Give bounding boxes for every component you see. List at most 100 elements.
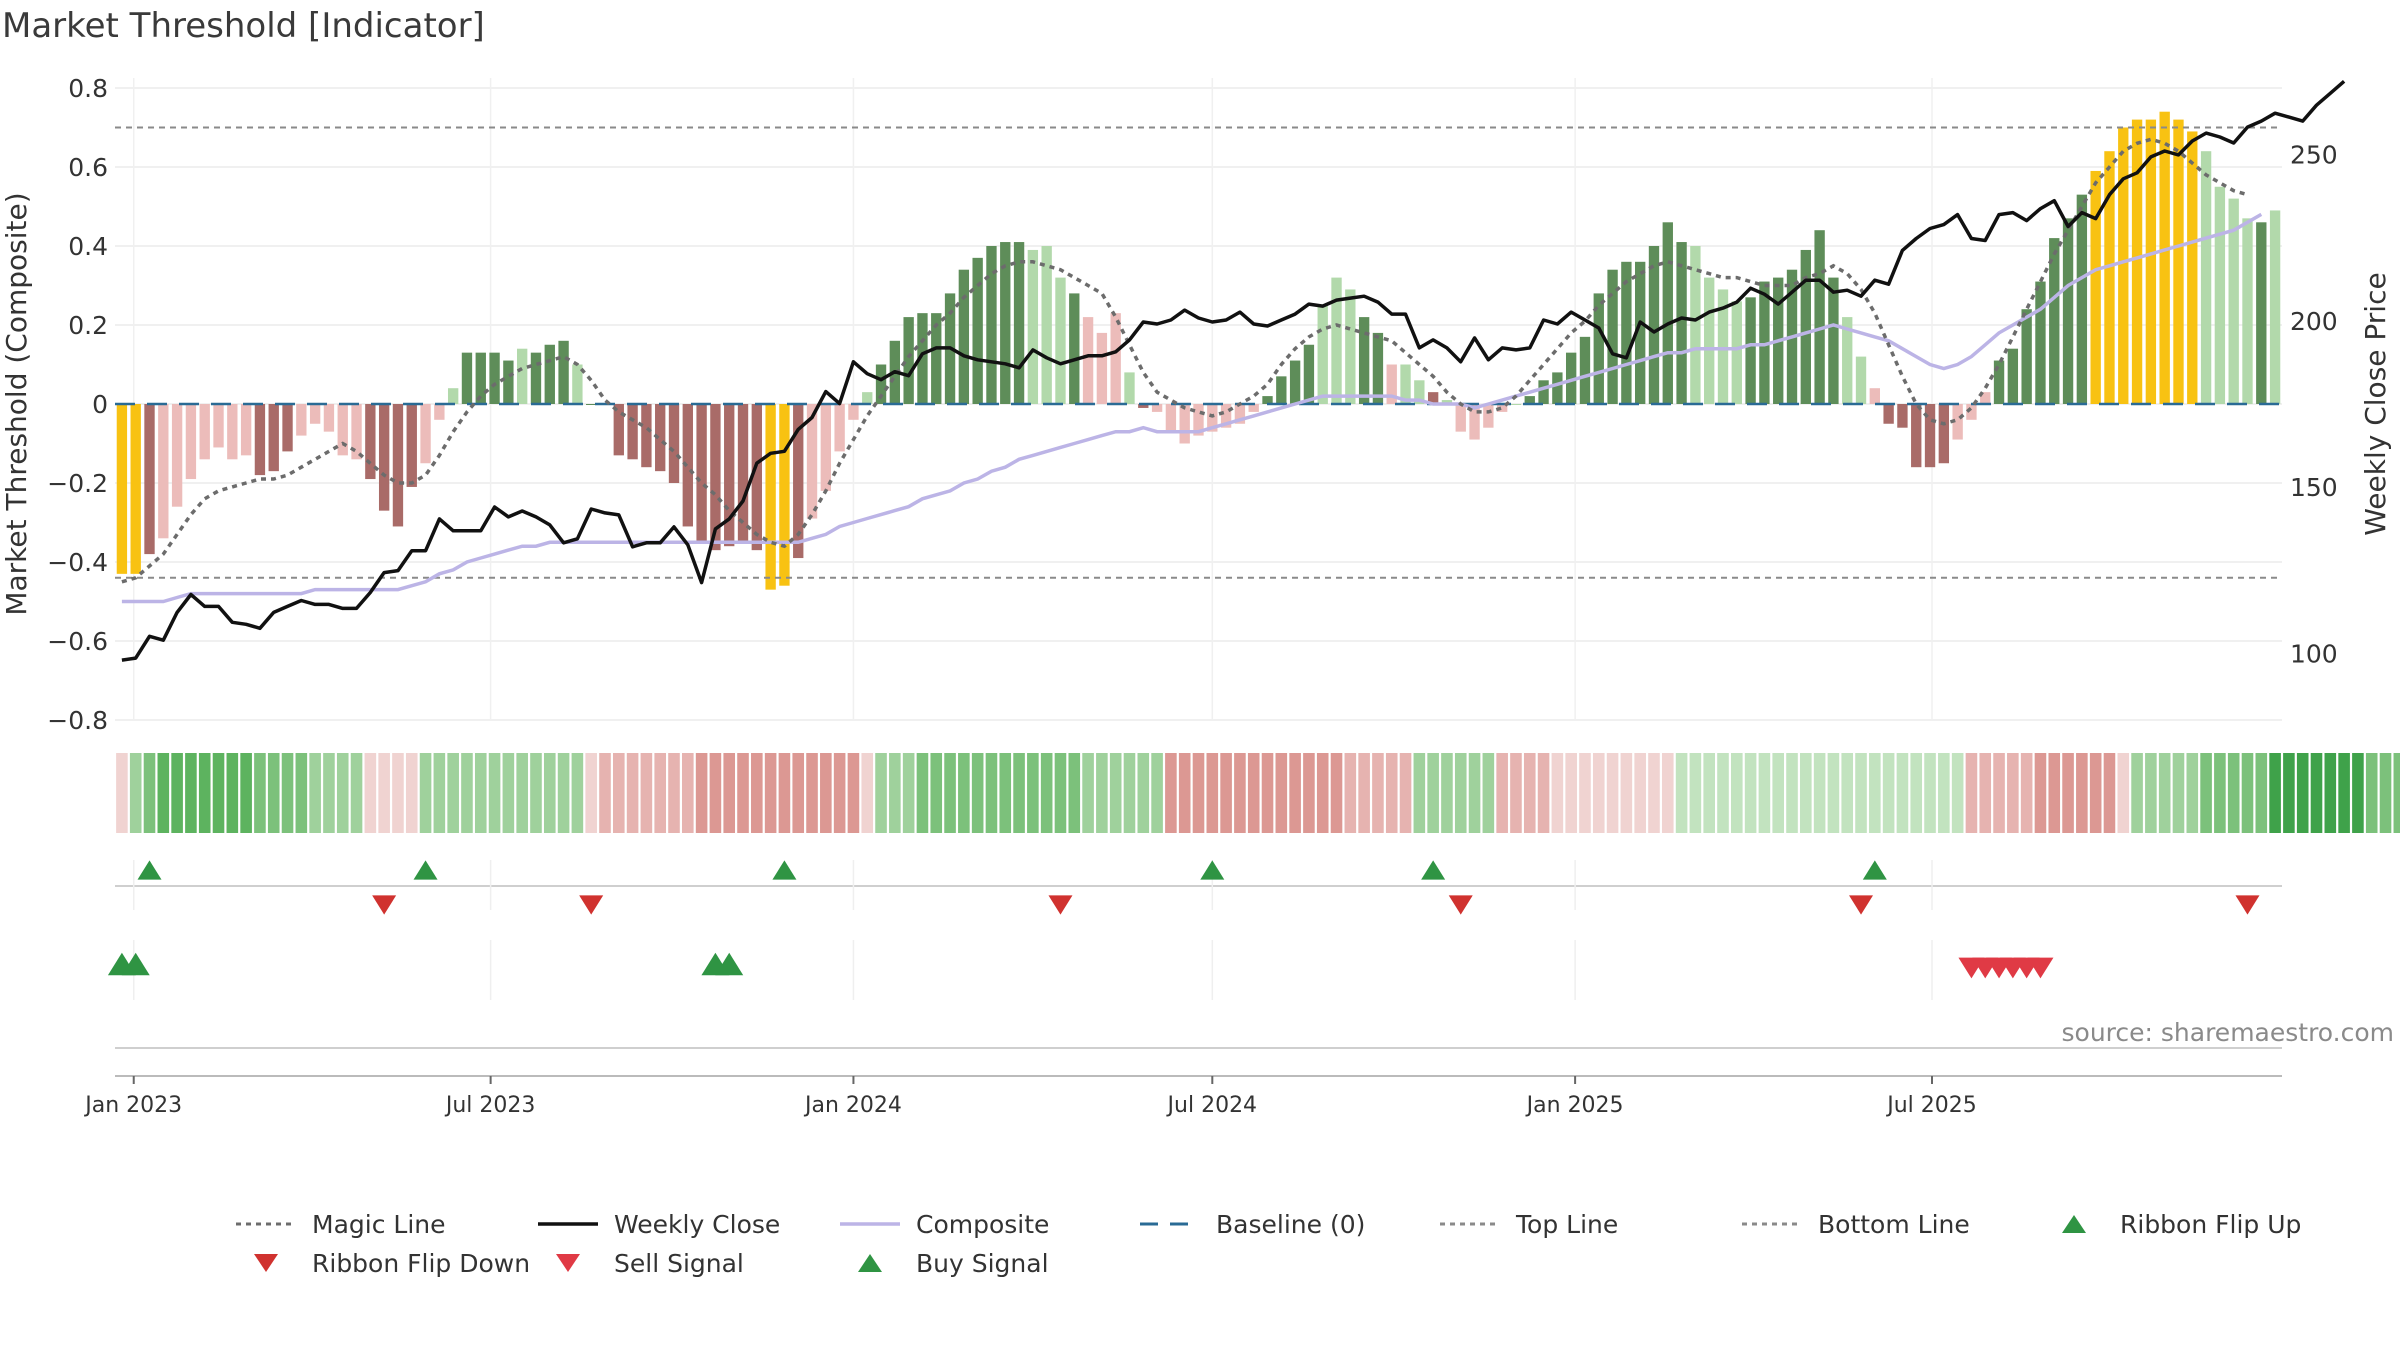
ribbon-cell bbox=[2158, 753, 2171, 833]
ribbon-cell bbox=[2283, 753, 2295, 833]
ribbon-cell bbox=[433, 753, 446, 833]
composite-bar bbox=[1331, 277, 1342, 404]
legend-swatch bbox=[858, 1254, 882, 1272]
ribbon-cell bbox=[2020, 753, 2033, 833]
composite-bar bbox=[1082, 317, 1094, 404]
legend-item: Ribbon Flip Up bbox=[2042, 1205, 2301, 1243]
composite-bar bbox=[1455, 404, 1466, 432]
composite-line bbox=[121, 212, 2263, 604]
composite-bar bbox=[848, 404, 859, 420]
ribbon-cell bbox=[1510, 753, 1522, 833]
composite-bar bbox=[2035, 281, 2046, 404]
composite-bar bbox=[2118, 127, 2129, 404]
composite-bar bbox=[2090, 170, 2101, 404]
composite-bar bbox=[1565, 352, 1577, 404]
legend-label: Bottom Line bbox=[1818, 1209, 1970, 1239]
ribbon-cell bbox=[640, 753, 653, 833]
legend-item: Top Line bbox=[1438, 1205, 1618, 1243]
ribbon-cell bbox=[2310, 753, 2323, 833]
ribbon-cell bbox=[1082, 753, 1094, 833]
ribbon-cell bbox=[2131, 753, 2143, 833]
composite-bar bbox=[1717, 289, 1729, 404]
x-tick-label: Jan 2023 bbox=[83, 1093, 182, 1118]
legend-item: Weekly Close bbox=[536, 1205, 780, 1243]
ribbon-cell bbox=[1648, 753, 1660, 833]
ribbon-cell bbox=[364, 753, 377, 833]
ribbon-cell bbox=[1054, 753, 1067, 833]
composite-bar bbox=[1800, 249, 1811, 404]
ribbon-cell bbox=[543, 753, 556, 833]
composite-bar bbox=[1814, 230, 1825, 404]
ribbon-cell bbox=[1565, 753, 1577, 833]
composite-bar bbox=[572, 364, 583, 404]
ribbon-cell bbox=[985, 753, 998, 833]
ribbon-cell bbox=[336, 753, 349, 833]
composite-bar bbox=[2242, 218, 2253, 404]
composite-bar bbox=[834, 404, 845, 452]
ribbon-cell bbox=[1592, 753, 1605, 833]
ribbon-flip-down-marker bbox=[2235, 895, 2260, 915]
composite-bar bbox=[1303, 344, 1315, 404]
ribbon-cell bbox=[2200, 753, 2212, 833]
composite-bar bbox=[199, 404, 210, 460]
x-tick-label: Jul 2024 bbox=[1166, 1093, 1258, 1118]
composite-bar bbox=[2062, 218, 2074, 404]
composite-bar bbox=[1055, 277, 1066, 404]
composite-bar bbox=[489, 352, 500, 404]
composite-bar bbox=[986, 246, 997, 404]
ribbon-cell bbox=[405, 753, 418, 833]
chart-title: Market Threshold [Indicator] bbox=[2, 6, 485, 46]
composite-bar bbox=[392, 404, 404, 527]
composite-bar bbox=[254, 404, 266, 476]
ribbon-cell bbox=[2241, 753, 2254, 833]
ribbon-cell bbox=[1192, 753, 1205, 833]
ribbon-cell bbox=[571, 753, 584, 833]
legend-label: Baseline (0) bbox=[1216, 1209, 1366, 1239]
ribbon-cell bbox=[516, 753, 528, 833]
ribbon-flip-down-marker bbox=[372, 895, 397, 915]
composite-bar bbox=[627, 404, 638, 460]
composite-bar bbox=[2049, 238, 2060, 404]
ribbon-cell bbox=[530, 753, 542, 833]
ribbon-cell bbox=[806, 753, 818, 833]
legend-label: Sell Signal bbox=[614, 1248, 744, 1278]
composite-bar bbox=[144, 404, 155, 555]
composite-bar bbox=[1621, 261, 1632, 404]
ribbon-cell bbox=[1316, 753, 1329, 833]
ribbon-cell bbox=[1924, 753, 1936, 833]
ribbon-cell bbox=[1689, 753, 1702, 833]
composite-bar bbox=[1013, 242, 1025, 404]
ribbon-cell bbox=[1441, 753, 1453, 833]
ribbon-cell bbox=[488, 753, 501, 833]
composite-bar bbox=[1207, 404, 1218, 432]
ribbon-cell bbox=[1661, 753, 1674, 833]
composite-bar bbox=[2076, 194, 2088, 404]
composite-bar bbox=[1524, 396, 1535, 404]
ribbon-cell bbox=[1855, 753, 1867, 833]
composite-bar bbox=[2145, 119, 2157, 404]
y-tick-label: 0 bbox=[92, 390, 108, 419]
composite-bar bbox=[1234, 404, 1246, 424]
composite-bar bbox=[1897, 404, 1908, 428]
ribbon-cell bbox=[1413, 753, 1426, 833]
composite-bar bbox=[1980, 392, 1991, 404]
composite-bar bbox=[1276, 376, 1287, 404]
y-tick-label: −0.8 bbox=[47, 706, 108, 735]
composite-bar bbox=[1358, 317, 1370, 404]
ribbon-cell bbox=[1758, 753, 1771, 833]
composite-bar bbox=[668, 404, 680, 483]
x-tick-label: Jul 2023 bbox=[444, 1093, 536, 1118]
legend-swatch bbox=[236, 1222, 296, 1226]
ribbon-cell bbox=[1165, 753, 1177, 833]
ribbon-cell bbox=[143, 753, 156, 833]
composite-bar bbox=[544, 344, 555, 404]
composite-bar bbox=[862, 392, 873, 404]
composite-bar bbox=[917, 313, 928, 404]
composite-bar bbox=[779, 404, 790, 586]
ribbon-cell bbox=[1772, 753, 1785, 833]
ribbon-flip-down-marker bbox=[1448, 895, 1473, 915]
ribbon-cell bbox=[1993, 753, 2005, 833]
composite-bar bbox=[1993, 360, 2005, 404]
composite-bar bbox=[1317, 305, 1328, 404]
